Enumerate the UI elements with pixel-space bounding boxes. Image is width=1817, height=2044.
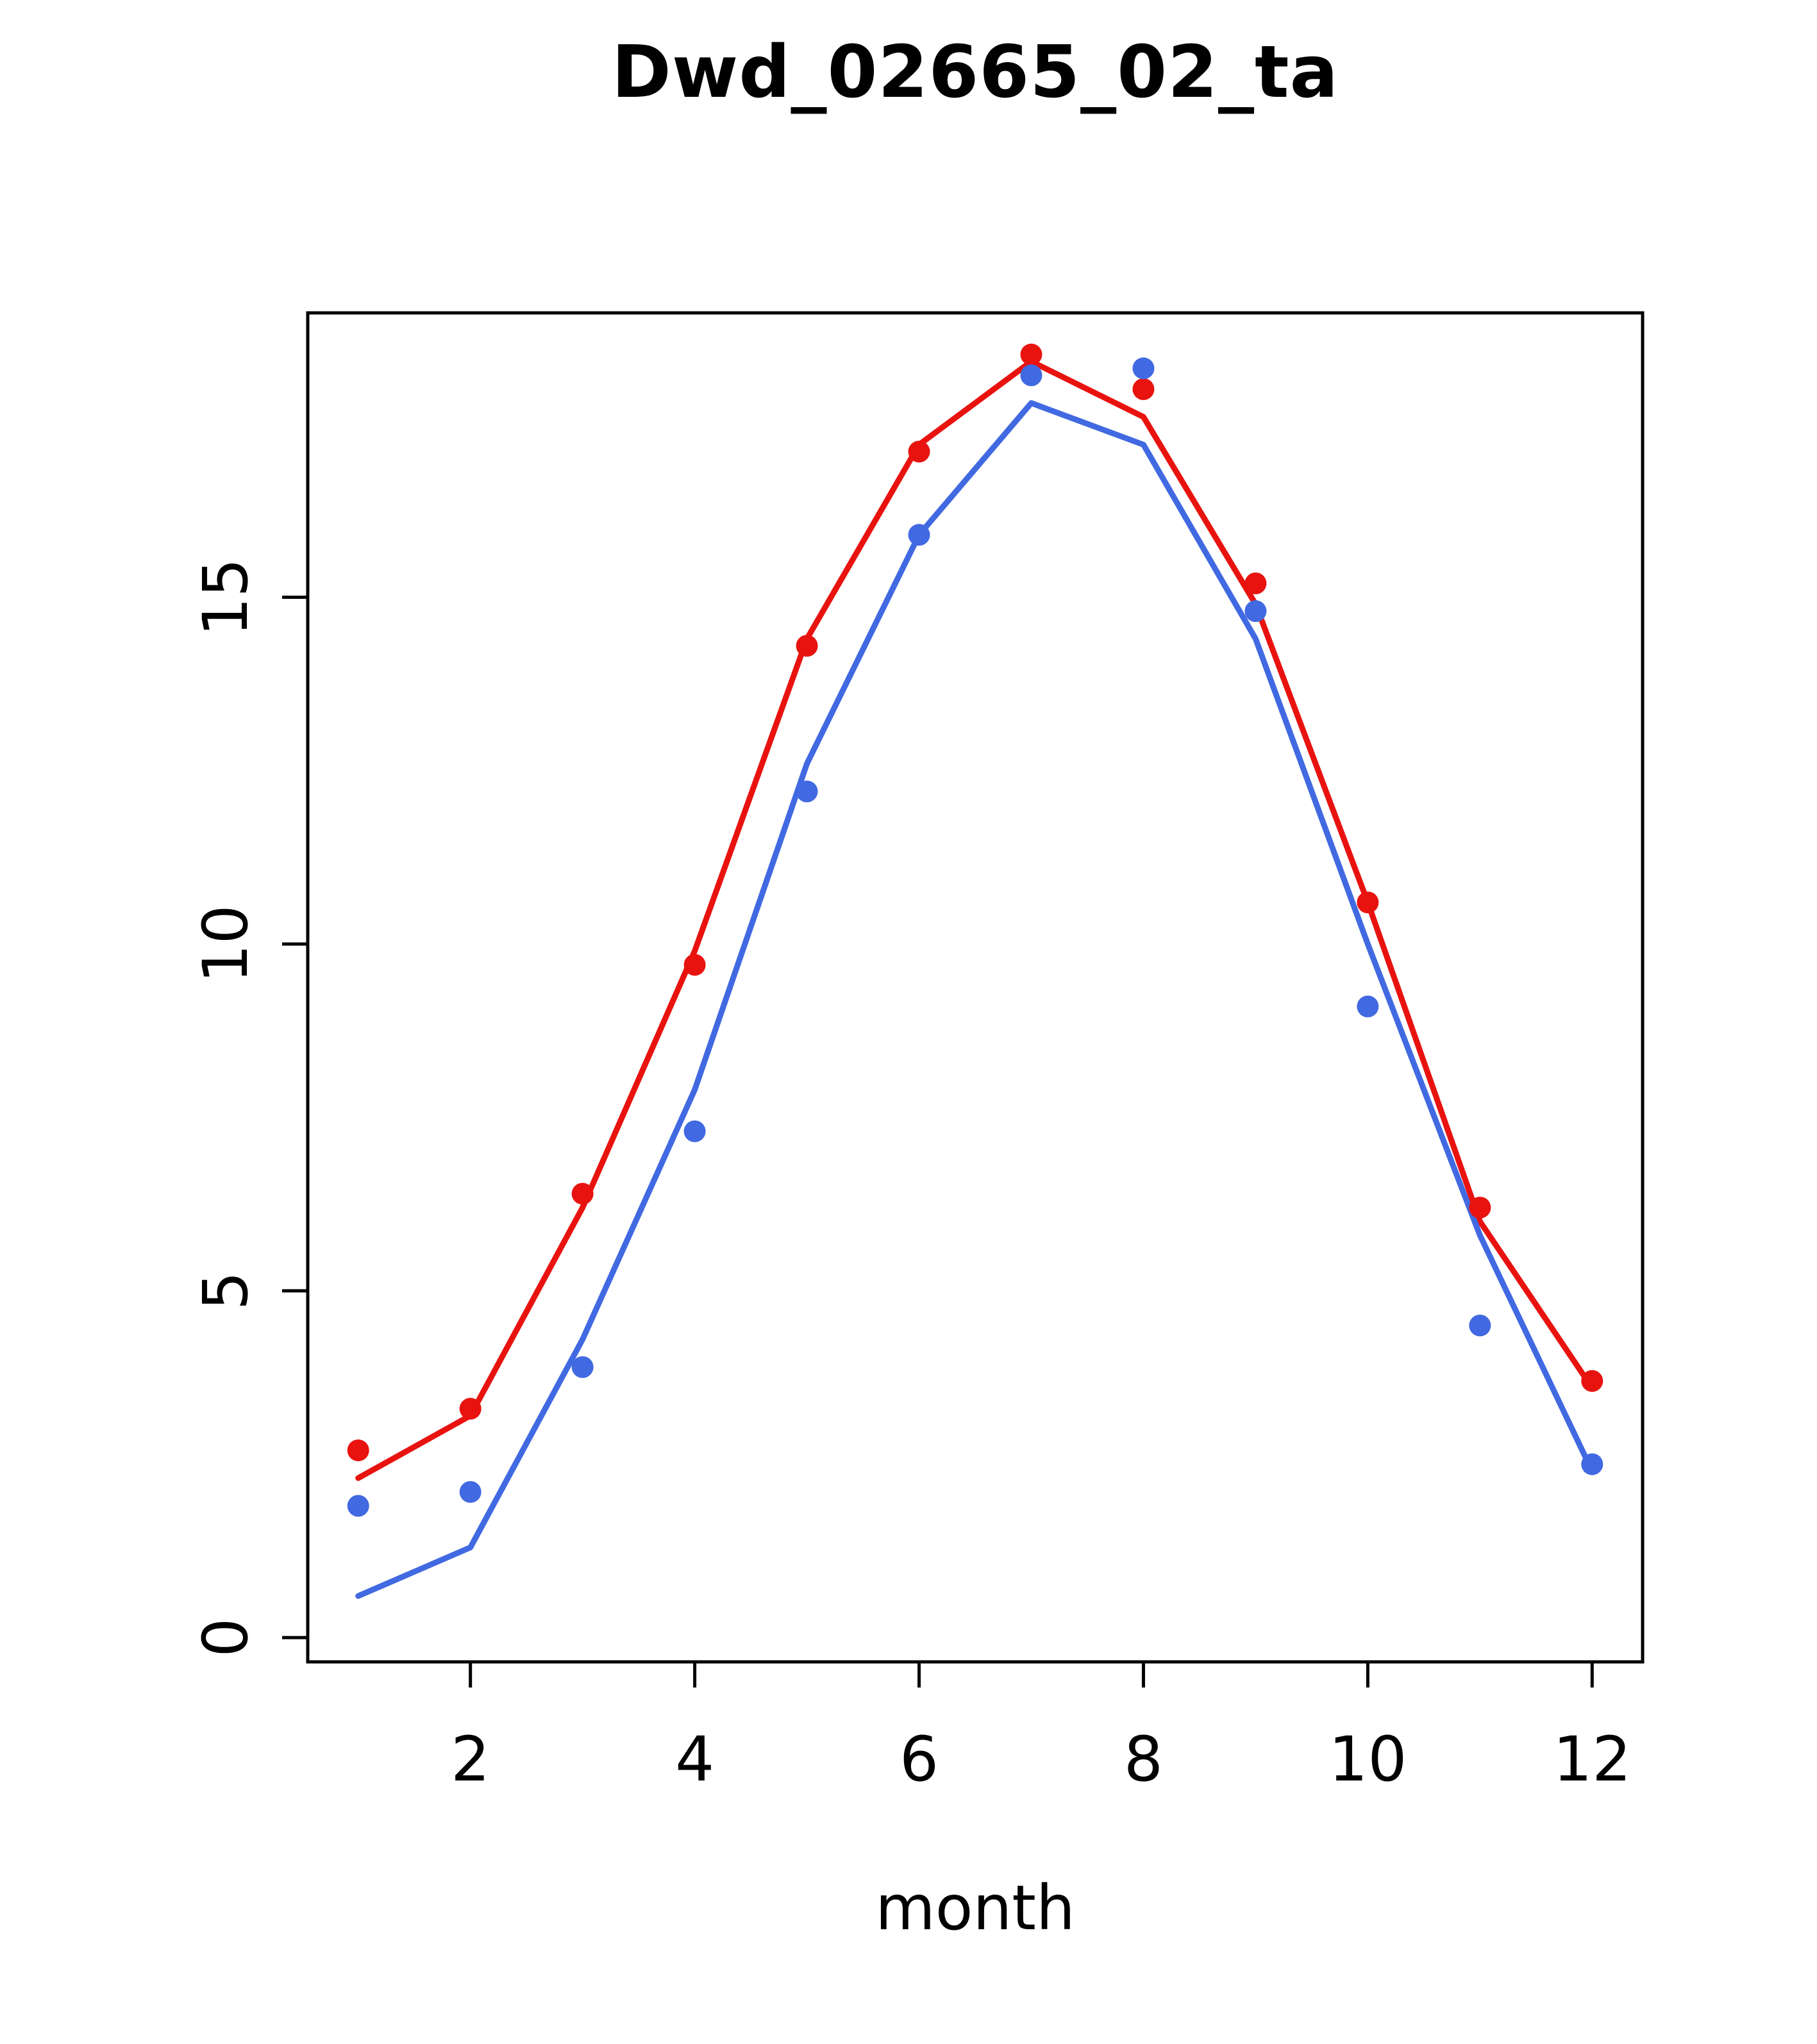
- blue-points-marker: [1020, 364, 1042, 387]
- red-points-marker: [796, 635, 818, 657]
- red-points-marker: [1581, 1370, 1603, 1392]
- x-tick-label: 6: [900, 1723, 939, 1795]
- blue-points-marker: [571, 1356, 594, 1378]
- blue-points-marker: [1132, 357, 1155, 380]
- red-points-marker: [908, 440, 930, 463]
- blue-points-marker: [1469, 1314, 1491, 1337]
- y-tick-label: 15: [190, 558, 262, 636]
- red-points-marker: [1357, 891, 1379, 914]
- red-points-marker: [1132, 378, 1155, 400]
- blue-points-marker: [683, 1120, 706, 1143]
- y-tick-label: 10: [190, 905, 262, 983]
- red-points-marker: [1469, 1196, 1491, 1219]
- blue-points-marker: [1244, 600, 1267, 623]
- blue-points-marker: [459, 1480, 481, 1503]
- red-points-marker: [459, 1398, 481, 1420]
- x-tick-label: 8: [1124, 1723, 1163, 1795]
- x-tick-label: 12: [1553, 1723, 1631, 1795]
- red-points-marker: [1020, 343, 1042, 365]
- blue-points-marker: [1581, 1453, 1603, 1475]
- y-tick-label: 0: [190, 1618, 262, 1657]
- chart-title: Dwd_02665_02_ta: [611, 31, 1339, 114]
- red-line: [355, 358, 1595, 1481]
- x-tick-label: 4: [675, 1723, 714, 1795]
- blue-points-marker: [1357, 995, 1379, 1018]
- blue-points-marker: [908, 524, 930, 546]
- red-points-marker: [683, 953, 706, 976]
- red-points-marker: [1244, 572, 1267, 594]
- blue-line: [355, 400, 1595, 1599]
- y-tick-label: 5: [190, 1271, 262, 1311]
- red-points-marker: [571, 1182, 594, 1205]
- blue-points-marker: [347, 1495, 369, 1517]
- x-tick-label: 10: [1328, 1723, 1407, 1795]
- plot-frame: [306, 311, 1645, 1664]
- x-axis-label: month: [875, 1872, 1075, 1944]
- x-tick-label: 2: [451, 1723, 490, 1795]
- red-points-marker: [347, 1439, 369, 1462]
- blue-points-marker: [796, 780, 818, 803]
